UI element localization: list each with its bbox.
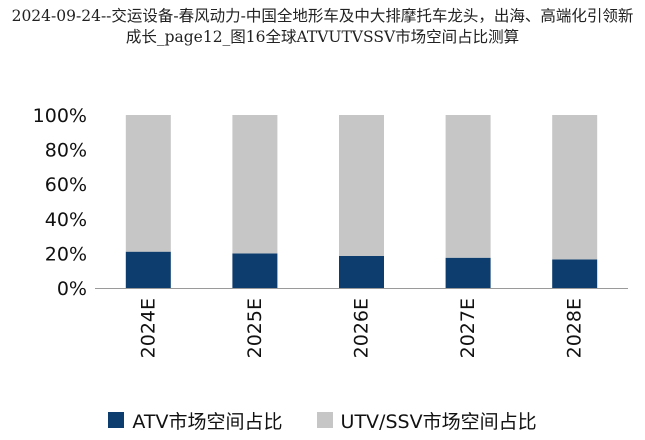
y-tick-label: 40% <box>45 209 87 231</box>
x-tick-label: 2024E <box>137 298 159 358</box>
legend-label-atv: ATV市场空间占比 <box>132 410 283 433</box>
y-axis: 0% 20% 40% 60% 80% 100% <box>33 105 87 300</box>
y-tick-label: 80% <box>45 140 87 162</box>
bar-segment-utv-ssv-2028e <box>552 115 598 260</box>
x-axis: 2024E 2025E 2026E 2027E 2028E <box>137 298 585 358</box>
legend-item-atv: ATV市场空间占比 <box>108 407 283 434</box>
legend-item-utv-ssv: UTV/SSV市场空间占比 <box>316 407 537 434</box>
x-tick-label: 2028E <box>564 298 586 358</box>
bar-segment-utv-ssv-2025e <box>232 115 278 254</box>
bar-segment-utv-ssv-2024e <box>125 115 171 252</box>
chart-title: 2024-09-24--交运设备-春风动力-中国全地形车及中大排摩托车龙头，出海… <box>11 7 634 46</box>
bar-segment-atv-2025e <box>232 253 278 288</box>
legend-label-utv-ssv: UTV/SSV市场空间占比 <box>340 410 537 433</box>
bar-segment-atv-2026e <box>339 255 384 288</box>
x-tick-label: 2026E <box>351 298 373 358</box>
legend: ATV市场空间占比 UTV/SSV市场空间占比 <box>0 402 645 438</box>
x-tick-label: 2025E <box>244 298 266 358</box>
bar-segment-atv-2028e <box>552 259 598 288</box>
x-tick-label: 2027E <box>457 298 479 358</box>
legend-swatch-atv <box>108 412 125 428</box>
bar-segment-atv-2024e <box>125 251 171 288</box>
bar-segment-atv-2027e <box>445 257 491 288</box>
bar-segment-utv-ssv-2027e <box>445 115 491 258</box>
y-tick-label: 0% <box>57 278 87 300</box>
legend-swatch-utv-ssv <box>316 412 333 428</box>
y-tick-label: 100% <box>33 105 87 127</box>
bars <box>95 115 628 289</box>
stacked-bar-chart: 0%20%40%60%80%100% 2024E 2025E 2026E 2027E 2… <box>33 105 628 358</box>
y-tick-label: 20% <box>45 243 87 265</box>
y-tick-label: 60% <box>45 174 87 196</box>
bar-segment-utv-ssv-2026e <box>339 115 384 256</box>
